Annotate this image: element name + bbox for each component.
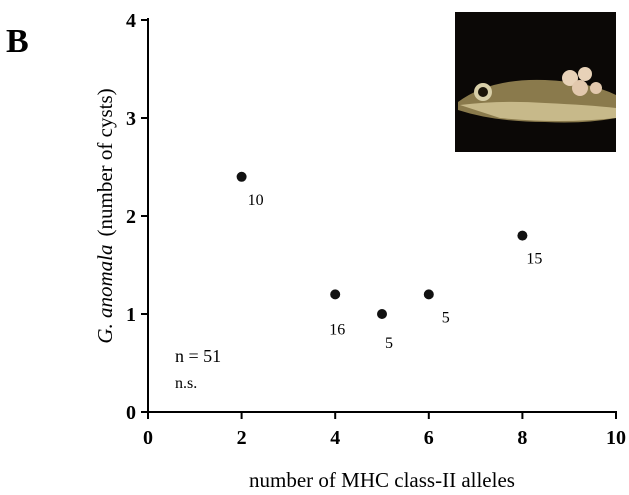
panel-label: B bbox=[6, 23, 29, 60]
point bbox=[330, 289, 340, 299]
point bbox=[377, 309, 387, 319]
point-label: 5 bbox=[385, 335, 393, 352]
chart: B number of MHC class-II alleles G. anom… bbox=[0, 0, 629, 495]
annotation: n = 51 bbox=[175, 346, 221, 366]
y-tick-label: 4 bbox=[126, 10, 136, 32]
x-tick-label: 8 bbox=[517, 427, 527, 449]
x-tick-label: 10 bbox=[606, 427, 626, 449]
y-tick-label: 2 bbox=[126, 206, 136, 228]
x-tick-label: 6 bbox=[424, 427, 434, 449]
point-label: 5 bbox=[442, 309, 450, 326]
point-label: 16 bbox=[329, 321, 345, 338]
x-axis-label: number of MHC class-II alleles bbox=[249, 468, 515, 492]
y-tick-label: 1 bbox=[126, 304, 136, 326]
fish-photo bbox=[455, 12, 616, 152]
point bbox=[237, 172, 247, 182]
annotation: n.s. bbox=[175, 375, 197, 392]
x-tick-label: 2 bbox=[237, 427, 247, 449]
point bbox=[517, 231, 527, 241]
y-tick-label: 0 bbox=[126, 402, 136, 424]
y-label-unit: (number of cysts) bbox=[93, 88, 117, 236]
point bbox=[424, 289, 434, 299]
y-axis-label: G. anomala (number of cysts) bbox=[93, 88, 117, 343]
point-label: 10 bbox=[248, 192, 264, 209]
x-tick-label: 4 bbox=[330, 427, 340, 449]
y-tick-label: 3 bbox=[126, 108, 136, 130]
point-label: 15 bbox=[526, 251, 542, 268]
y-label-species: G. anomala bbox=[93, 244, 117, 343]
x-tick-label: 0 bbox=[143, 427, 153, 449]
